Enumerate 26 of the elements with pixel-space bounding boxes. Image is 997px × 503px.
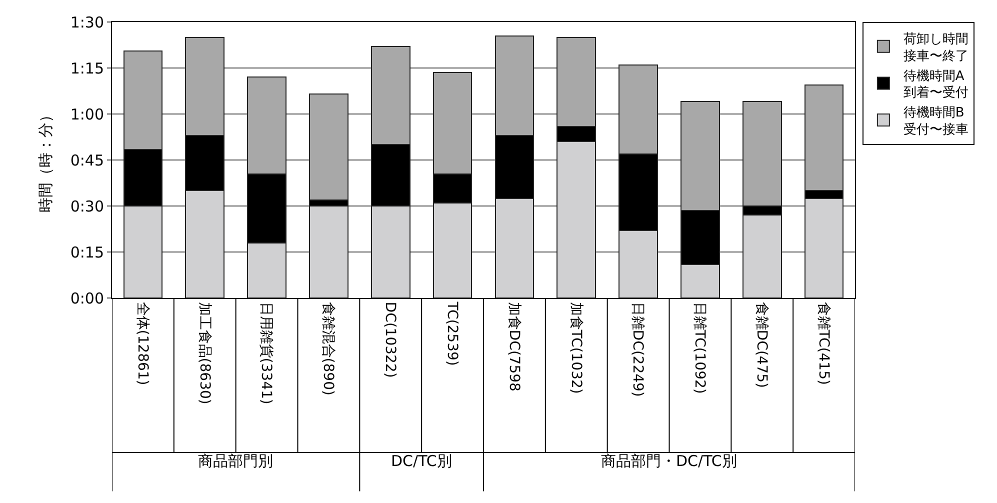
y-tick-label: 0:30	[70, 197, 104, 216]
y-tick-label: 0:00	[70, 289, 104, 308]
x-tick-label: 日雑DC(2249)	[630, 302, 646, 397]
text: 商品部門別	[198, 452, 273, 470]
x-tick-label: 食雑DC(475)	[754, 302, 770, 388]
x-tick-label: 日雑TC(1092)	[692, 302, 708, 394]
y-axis-title: 時間（時：分）	[36, 108, 55, 212]
x-tick-label: TC(2539)	[444, 300, 460, 366]
y-tick-label: 1:15	[70, 59, 104, 78]
x-tick-label: 全体(12861)	[134, 302, 150, 386]
text: 商品部門・DC/TC別	[601, 452, 737, 470]
y-tick-label: 0:45	[70, 151, 104, 170]
legend-label: 待機時間A到着〜受付	[903, 68, 968, 101]
x-tick-label: 加工食品(8630)	[196, 302, 212, 404]
y-tick-label: 1:30	[70, 13, 104, 32]
x-tick-label: 食雑混合(890)	[320, 302, 336, 396]
x-tick-label: 日用雑貨(3341)	[258, 302, 274, 404]
text: DC/TC別	[391, 452, 452, 470]
x-tick-label: 加食TC(1032)	[568, 302, 584, 394]
y-tick-label: 0:15	[70, 243, 104, 262]
x-tick-label: 食雑TC(415)	[815, 302, 832, 385]
x-tick-label: 加食DC(7598	[506, 302, 522, 392]
x-tick-label: DC(10322)	[382, 302, 398, 378]
legend-label: 待機時間B受付〜接車	[903, 106, 968, 138]
legend-label: 荷卸し時間接車〜終了	[903, 32, 968, 64]
y-tick-label: 1:00	[70, 105, 104, 124]
